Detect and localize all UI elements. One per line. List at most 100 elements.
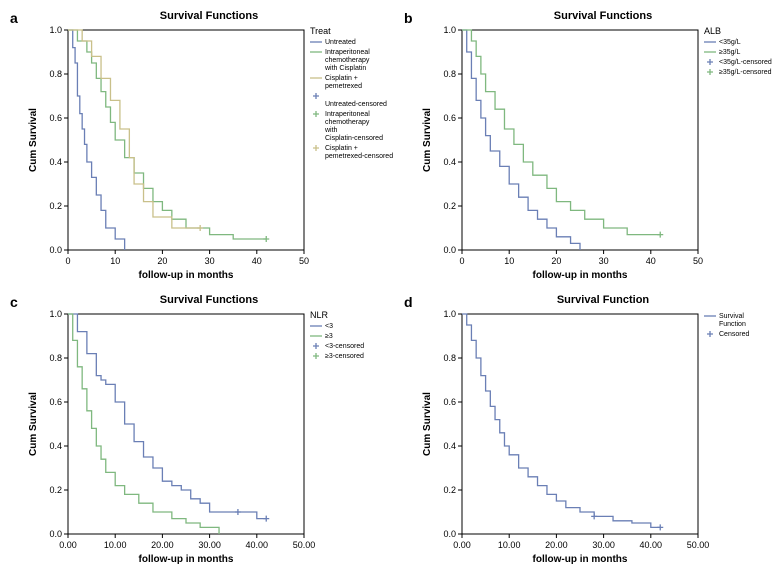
legend-item: <35g/L [719, 39, 741, 46]
legend-title: Treat [310, 26, 331, 36]
censored-marker [197, 225, 203, 231]
svg-text:0.4: 0.4 [49, 157, 62, 167]
svg-text:10.00: 10.00 [498, 540, 521, 550]
svg-text:follow-up in months: follow-up in months [533, 270, 628, 281]
censored-marker [235, 509, 241, 515]
chart-wrap: Survival Functions 0 10 20 30 40 50 0.0 0.2 0.4 0.… [418, 10, 778, 284]
svg-text:follow-up in months: follow-up in months [533, 554, 628, 565]
panel-d: dSurvival Function0.0010.0020.0030.0040.… [404, 294, 778, 568]
svg-text:Cum Survival: Cum Survival [422, 108, 433, 172]
svg-text:0.6: 0.6 [443, 397, 456, 407]
legend-item: pemetrexed-censored [325, 153, 393, 160]
legend-item: chemotherapy [325, 57, 370, 64]
svg-text:40: 40 [646, 256, 656, 266]
legend-item: Untreated-censored [325, 101, 387, 108]
svg-text:0.6: 0.6 [49, 397, 62, 407]
legend-item: <3 [325, 323, 333, 330]
legend-item: Cisplatin + [325, 75, 358, 82]
censored-marker [591, 513, 597, 519]
legend-item: <35g/L-censored [719, 59, 772, 66]
svg-text:30: 30 [599, 256, 609, 266]
svg-text:20: 20 [551, 256, 561, 266]
legend-item: pemetrexed [325, 83, 362, 90]
svg-text:0.4: 0.4 [443, 157, 456, 167]
svg-text:0.0: 0.0 [49, 245, 62, 255]
svg-text:Cum Survival: Cum Survival [28, 108, 39, 172]
survival-curve [68, 30, 200, 228]
chart-title: Survival Function [418, 294, 778, 306]
censored-marker [657, 232, 663, 238]
legend-item: chemotherapy [325, 119, 370, 126]
svg-text:0.8: 0.8 [49, 69, 62, 79]
svg-text:20.00: 20.00 [545, 540, 568, 550]
svg-text:20.00: 20.00 [151, 540, 174, 550]
legend-title: ALB [704, 26, 721, 36]
svg-text:0.2: 0.2 [49, 201, 62, 211]
censored-marker [263, 236, 269, 242]
legend-item: ≥35g/L-censored [719, 69, 772, 76]
svg-text:follow-up in months: follow-up in months [139, 554, 234, 565]
svg-text:30: 30 [205, 256, 215, 266]
chart-wrap: Survival Functions010203040500.00.20.40.… [24, 10, 394, 284]
legend-item: Cisplatin-censored [325, 135, 383, 142]
survival-chart: 010203040500.00.20.40.60.81.0Cum Surviva… [24, 24, 394, 284]
legend-item: with Cisplatin [324, 65, 366, 72]
legend-item: ≥3-censored [325, 353, 364, 360]
svg-text:50.00: 50.00 [687, 540, 710, 550]
survival-chart: 0.0010.0020.0030.0040.0050.000.00.20.40.… [418, 308, 778, 568]
svg-text:0.4: 0.4 [443, 441, 456, 451]
svg-text:0.6: 0.6 [443, 113, 456, 123]
panel-label: c [10, 294, 18, 310]
svg-text:50: 50 [693, 256, 703, 266]
panel-a: aSurvival Functions010203040500.00.20.40… [10, 10, 394, 284]
panel-label: b [404, 10, 413, 26]
chart-title: Survival Functions [418, 10, 778, 22]
chart-title: Survival Functions [24, 10, 394, 22]
legend-item: Survival [719, 313, 744, 320]
legend-item: with [324, 127, 338, 134]
svg-text:0.8: 0.8 [443, 353, 456, 363]
chart-wrap: Survival Function0.0010.0020.0030.0040.0… [418, 294, 778, 568]
svg-text:follow-up in months: follow-up in months [139, 270, 234, 281]
svg-text:1.0: 1.0 [443, 309, 456, 319]
svg-text:0.4: 0.4 [49, 441, 62, 451]
svg-text:0: 0 [65, 256, 70, 266]
svg-text:40: 40 [252, 256, 262, 266]
svg-text:Cum Survival: Cum Survival [422, 392, 433, 456]
survival-chart: 010203040500.00.20.40.60.81.0Cum Surviva… [418, 24, 778, 284]
survival-curve [462, 314, 660, 527]
svg-text:0.2: 0.2 [443, 485, 456, 495]
svg-text:0.00: 0.00 [59, 540, 77, 550]
survival-curve [68, 314, 219, 534]
legend-item: Untreated [325, 39, 356, 46]
svg-text:40.00: 40.00 [640, 540, 663, 550]
legend-item: Intraperitoneal [325, 111, 370, 118]
svg-text:50: 50 [299, 256, 309, 266]
legend-item: ≥35g/L [719, 49, 740, 56]
svg-text:0.8: 0.8 [49, 353, 62, 363]
svg-text:0.0: 0.0 [49, 529, 62, 539]
svg-text:0.8: 0.8 [443, 69, 456, 79]
svg-text:0: 0 [459, 256, 464, 266]
panel-b: b Survival Functions 0 10 20 30 40 50 0.0 0.2 0.4 0… [404, 10, 778, 284]
svg-text:20: 20 [157, 256, 167, 266]
svg-text:0.2: 0.2 [443, 201, 456, 211]
svg-text:0.00: 0.00 [453, 540, 471, 550]
survival-curve [462, 30, 660, 235]
svg-text:30.00: 30.00 [198, 540, 221, 550]
censored-marker [263, 516, 269, 522]
panel-label: a [10, 10, 18, 26]
survival-curve [68, 314, 266, 519]
svg-text:0.0: 0.0 [443, 245, 456, 255]
svg-text:10: 10 [504, 256, 514, 266]
svg-text:0.2: 0.2 [49, 485, 62, 495]
legend-item: Censored [719, 331, 749, 338]
chart-title: Survival Functions [24, 294, 394, 306]
survival-curve [462, 30, 580, 250]
panel-c: cSurvival Functions0.0010.0020.0030.0040… [10, 294, 394, 568]
legend-item: Intraperitoneal [325, 49, 370, 56]
survival-curve [68, 30, 266, 239]
legend-title: NLR [310, 310, 329, 320]
panel-label: d [404, 294, 413, 310]
chart-wrap: Survival Functions0.0010.0020.0030.0040.… [24, 294, 394, 568]
